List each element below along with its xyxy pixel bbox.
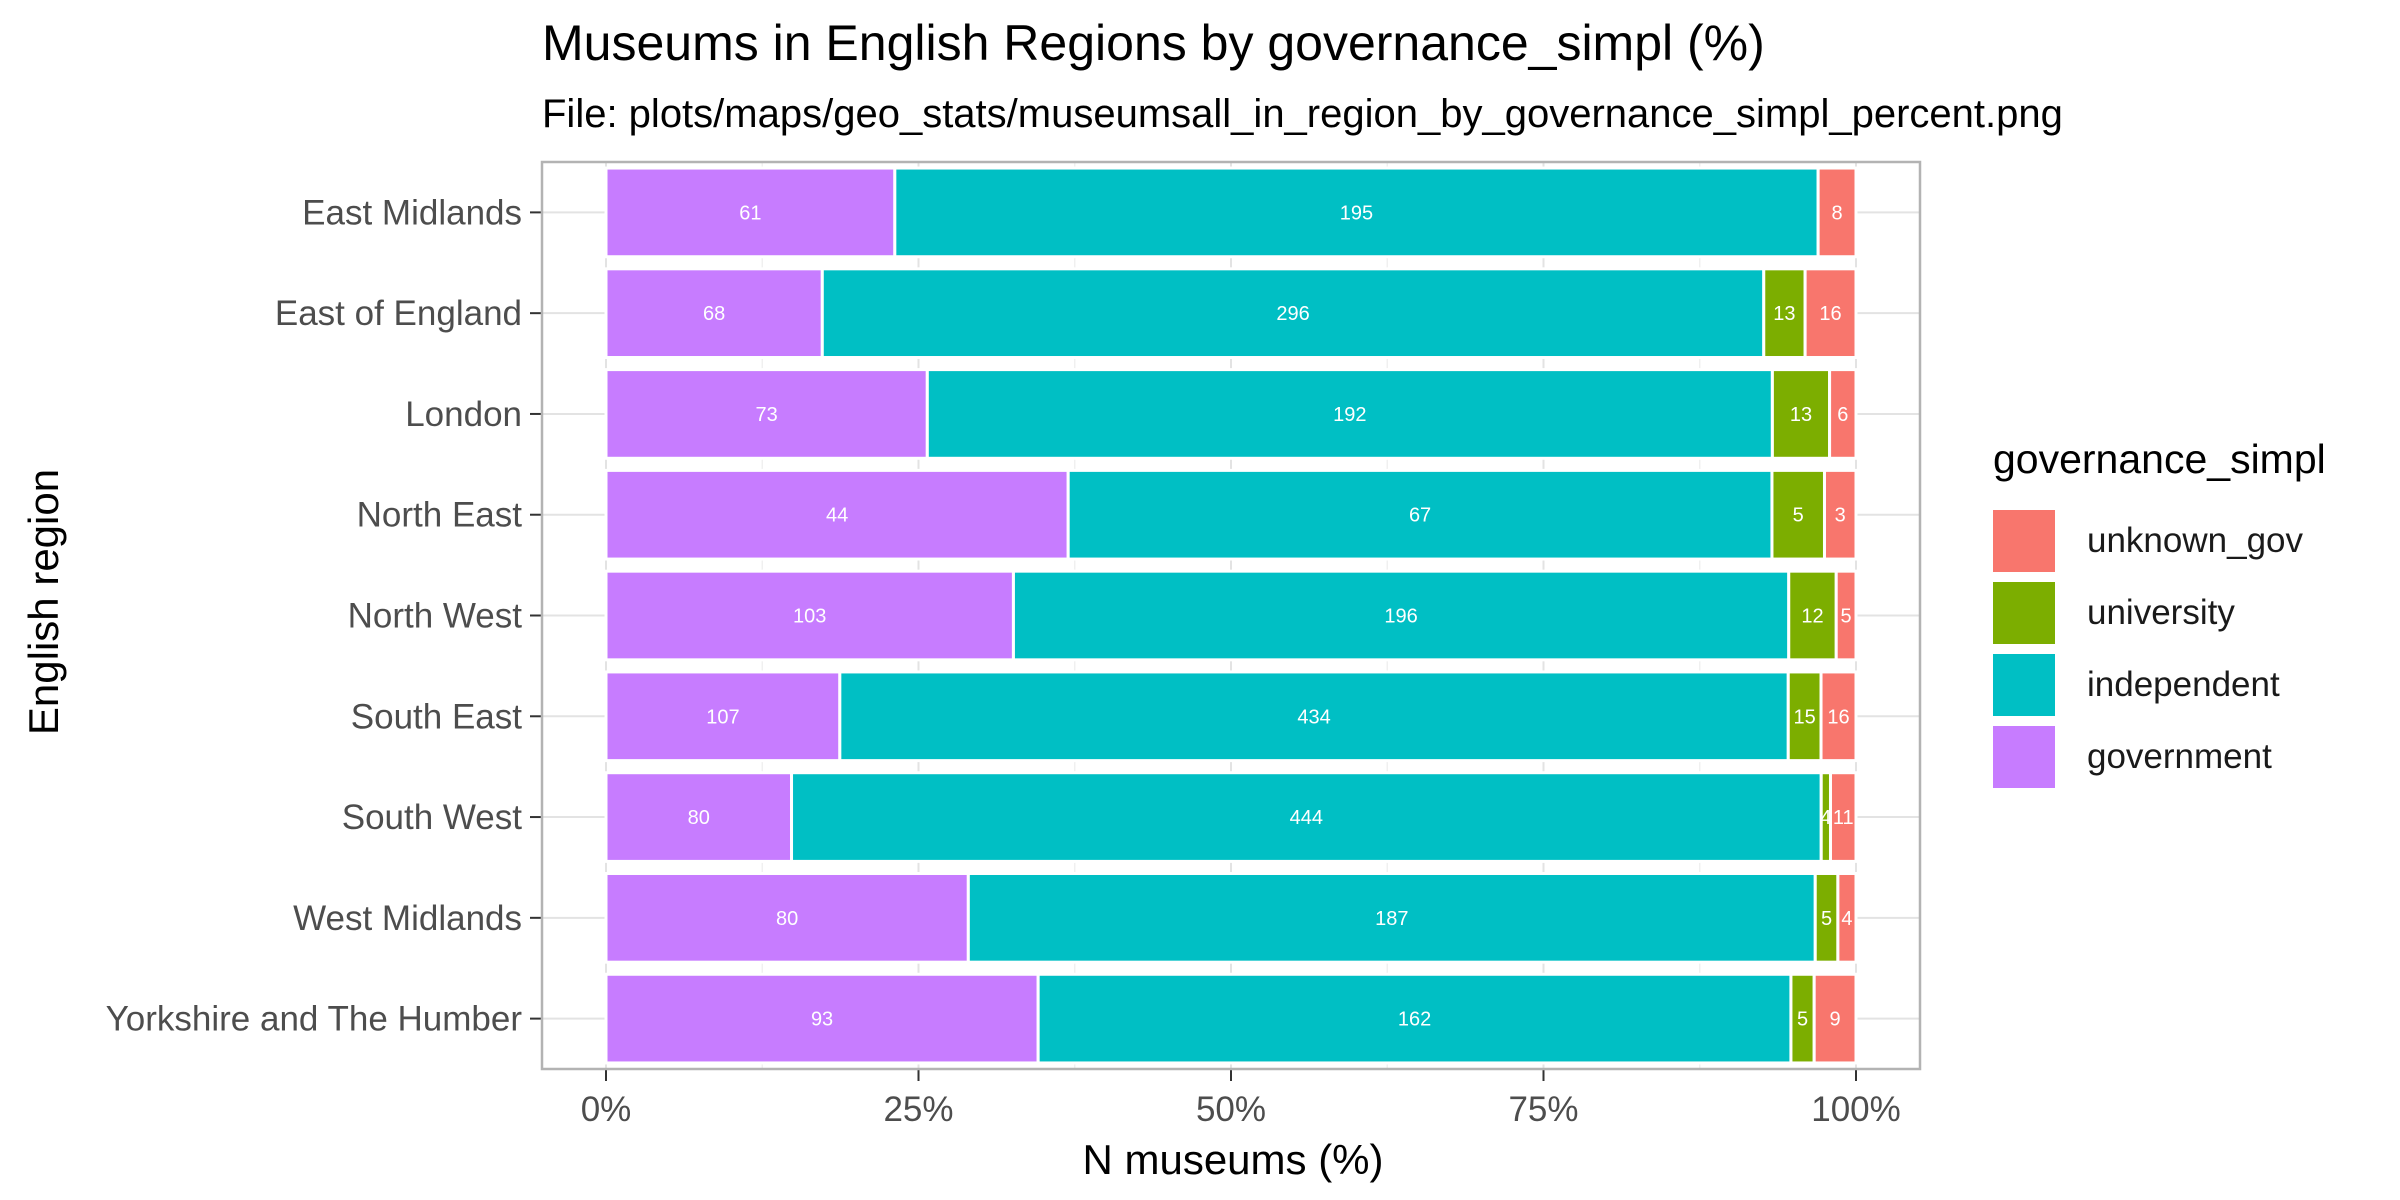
- data-label: 13: [1790, 404, 1812, 426]
- legend-title: governance_simpl: [1993, 436, 2326, 482]
- bar-segment-unknown_gov: [1836, 871, 1858, 964]
- data-label: 296: [1276, 303, 1309, 325]
- bar-segment-independent: [966, 871, 1817, 964]
- bar-segment-unknown_gov: [1822, 468, 1858, 561]
- y-tick-label: Yorkshire and The Humber: [106, 1000, 523, 1039]
- bar-segment-independent: [838, 670, 1790, 763]
- legend-item-unknown_gov: unknown_gov: [1993, 505, 2326, 577]
- data-label: 434: [1297, 706, 1330, 728]
- legend-label: government: [2087, 737, 2272, 776]
- bar-segment-independent: [925, 368, 1774, 460]
- x-tick-label: 50%: [1196, 1090, 1266, 1129]
- data-label: 12: [1801, 606, 1823, 628]
- data-label: 5: [1797, 1009, 1808, 1031]
- legend-label: independent: [2087, 665, 2280, 704]
- panel-border: [540, 160, 1922, 1071]
- legend-label: university: [2087, 593, 2235, 632]
- legend-key: [1993, 726, 2055, 788]
- data-label: 73: [756, 404, 778, 426]
- bar-segment-university: [1770, 468, 1826, 561]
- legend-key: [1993, 510, 2055, 572]
- data-label: 162: [1398, 1009, 1431, 1031]
- data-label: 444: [1290, 807, 1323, 829]
- x-tick-label: 0%: [581, 1090, 632, 1129]
- y-tick-label: South East: [351, 697, 522, 736]
- legend-items: unknown_gov university independent governme…: [1993, 505, 2326, 793]
- data-label: 61: [739, 202, 761, 224]
- bar-segment-government: [604, 871, 970, 964]
- data-label: 196: [1384, 606, 1417, 628]
- bar-segment-unknown_gov: [1812, 972, 1858, 1065]
- bar-segment-government: [604, 771, 794, 863]
- bar-segment-government: [604, 368, 929, 460]
- data-label: 67: [1409, 505, 1431, 527]
- y-axis-label: English region: [20, 468, 67, 736]
- x-tick-label: 25%: [883, 1090, 953, 1129]
- legend-item-university: university: [1993, 577, 2326, 649]
- data-label: 8: [1831, 202, 1842, 224]
- data-label: 15: [1794, 706, 1816, 728]
- data-label: 13: [1773, 303, 1795, 325]
- data-label: 68: [703, 303, 725, 325]
- data-label: 44: [826, 505, 848, 527]
- bar-segment-unknown_gov: [1803, 267, 1858, 360]
- legend-label: unknown_gov: [2087, 521, 2303, 560]
- y-tick-label: London: [405, 395, 522, 434]
- y-tick-label: West Midlands: [293, 899, 522, 938]
- data-label: 107: [706, 706, 739, 728]
- data-label: 3: [1835, 505, 1846, 527]
- data-label: 6: [1837, 404, 1848, 426]
- bar-segment-unknown_gov: [1828, 368, 1858, 460]
- bar-segment-government: [604, 569, 1015, 662]
- data-label: 195: [1340, 202, 1373, 224]
- bar-segment-independent: [1011, 569, 1791, 662]
- bar-segment-independent: [1036, 972, 1793, 1065]
- data-label: 16: [1827, 706, 1849, 728]
- data-label: 103: [793, 606, 826, 628]
- y-tick-label: East of England: [275, 294, 522, 333]
- x-tick-label: 75%: [1508, 1090, 1578, 1129]
- bar-segment-unknown_gov: [1834, 569, 1858, 662]
- legend-item-independent: independent: [1993, 649, 2326, 721]
- bar-segment-unknown_gov: [1819, 670, 1858, 763]
- bar-segment-government: [604, 468, 1070, 561]
- data-label: 11: [1833, 807, 1854, 829]
- bar-segment-independent: [790, 771, 1823, 863]
- data-label: 187: [1375, 908, 1408, 930]
- data-label: 80: [688, 807, 710, 829]
- data-label: 80: [776, 908, 798, 930]
- legend-key: [1993, 654, 2055, 716]
- data-label: 4: [1841, 908, 1852, 930]
- bar-segment-independent: [820, 267, 1766, 360]
- y-tick-label: South West: [342, 798, 523, 837]
- bar-segment-unknown_gov: [1816, 166, 1858, 259]
- data-label: 93: [811, 1009, 833, 1031]
- legend-key: [1993, 582, 2055, 644]
- bar-segment-government: [604, 267, 824, 360]
- x-axis-label: N museums (%): [1082, 1136, 1384, 1183]
- data-label: 4: [1820, 807, 1831, 829]
- data-label: 5: [1821, 908, 1832, 930]
- bar-segment-unknown_gov: [1828, 771, 1858, 863]
- legend-item-government: government: [1993, 721, 2326, 793]
- data-label: 9: [1830, 1009, 1841, 1031]
- data-label: 5: [1841, 606, 1852, 628]
- y-tick-label: North East: [357, 496, 523, 535]
- data-label: 16: [1819, 303, 1841, 325]
- y-tick-label: East Midlands: [302, 193, 522, 232]
- data-label: 192: [1333, 404, 1366, 426]
- bar-segment-university: [1770, 368, 1832, 460]
- x-tick-label: 100%: [1811, 1090, 1901, 1129]
- chart-title: Museums in English Regions by governance…: [542, 15, 1765, 71]
- y-tick-label: North West: [348, 597, 523, 636]
- legend: governance_simpl unknown_gov university in…: [1993, 436, 2326, 793]
- chart-subtitle: File: plots/maps/geo_stats/museumsall_in…: [542, 92, 2063, 136]
- bar-segment-government: [604, 972, 1040, 1065]
- data-label: 5: [1793, 505, 1804, 527]
